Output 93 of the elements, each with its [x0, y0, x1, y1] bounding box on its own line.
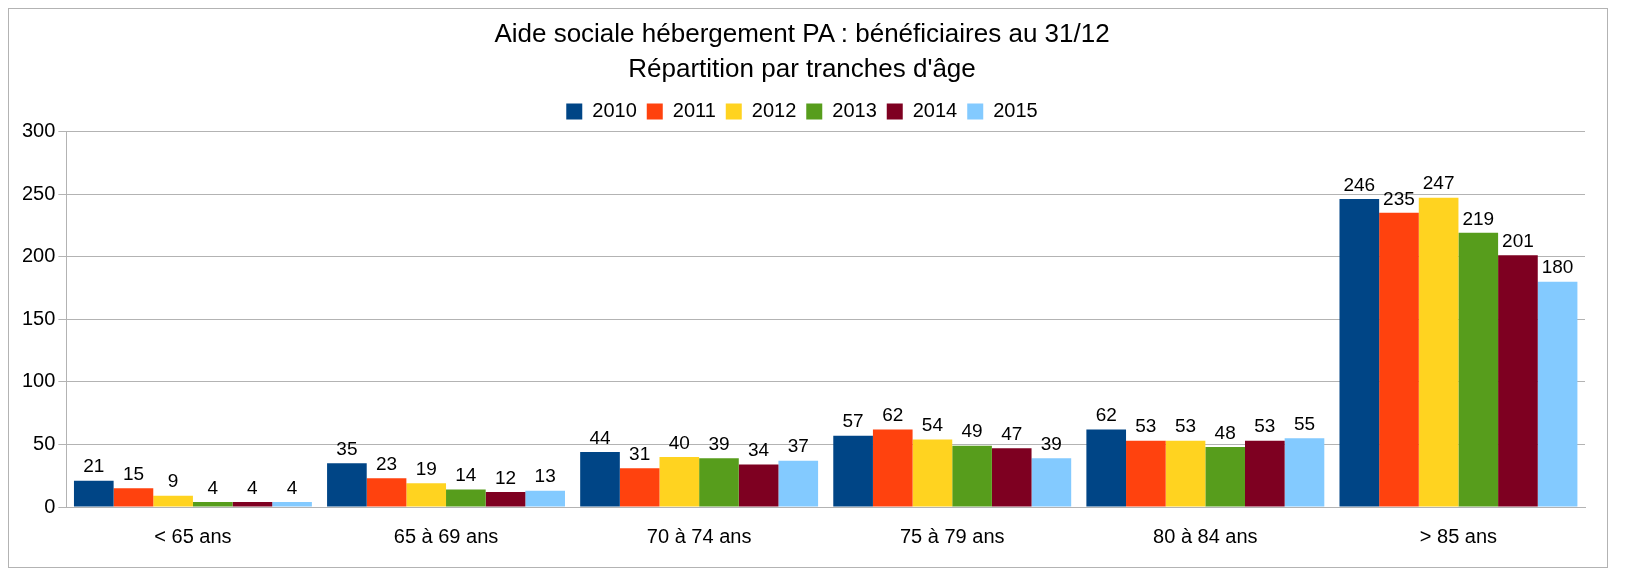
- x-tick-label: > 85 ans: [1419, 524, 1498, 547]
- bar: [912, 439, 953, 507]
- data-label: 37: [787, 435, 809, 457]
- data-label: 47: [1001, 422, 1023, 444]
- data-label: 53: [1254, 415, 1276, 437]
- bar: [153, 495, 193, 507]
- chart-title: Aide sociale hébergement PA : bénéficiaires au 31/12: [494, 17, 1110, 48]
- bar: [1205, 446, 1245, 507]
- bar: [991, 448, 1032, 507]
- data-label: 180: [1541, 256, 1574, 278]
- data-label: 39: [708, 432, 730, 454]
- y-tick-label: 200: [21, 244, 56, 267]
- bar: [1498, 255, 1538, 507]
- x-tick-label: < 65 ans: [154, 524, 232, 547]
- data-label: 35: [336, 437, 358, 459]
- y-tick-label: 150: [21, 306, 56, 329]
- bar: [1458, 232, 1499, 507]
- bar: [73, 480, 114, 507]
- y-tick-label: 250: [21, 181, 56, 204]
- data-label: 44: [589, 426, 611, 448]
- data-label: 53: [1135, 415, 1157, 437]
- legend-label: 2012: [751, 98, 797, 121]
- bar: [833, 435, 873, 507]
- data-label: 219: [1462, 207, 1495, 229]
- bar: [1165, 440, 1206, 507]
- data-label: 4: [286, 476, 298, 498]
- data-label: 62: [882, 404, 904, 426]
- bar: [446, 489, 486, 507]
- data-label: 4: [207, 476, 219, 498]
- bar: [738, 464, 779, 507]
- data-label: 246: [1343, 173, 1376, 195]
- data-label: 19: [415, 457, 437, 479]
- bar: [232, 501, 273, 507]
- chart-subtitle: Répartition par tranches d'âge: [628, 52, 976, 83]
- data-label: 13: [534, 465, 556, 487]
- x-tick-label: 75 à 79 ans: [899, 524, 1005, 547]
- data-label: 39: [1040, 432, 1062, 454]
- data-label: 23: [375, 452, 398, 474]
- data-label: 247: [1422, 172, 1455, 194]
- bar: [1126, 440, 1166, 507]
- bar: [619, 468, 660, 507]
- y-tick-label: 0: [44, 494, 56, 517]
- data-label: 21: [83, 455, 105, 477]
- bar: [272, 501, 312, 507]
- data-label: 53: [1174, 415, 1197, 437]
- bar: [366, 478, 407, 507]
- bar: [113, 488, 154, 507]
- y-tick-label: 50: [33, 431, 56, 454]
- data-label: 34: [748, 439, 770, 461]
- bar: [1339, 199, 1380, 507]
- bar: [659, 456, 700, 507]
- y-tick-label: 100: [21, 369, 56, 392]
- bar: [580, 451, 620, 507]
- bar: [192, 501, 233, 507]
- bar: [1537, 281, 1578, 507]
- bar: [872, 429, 913, 507]
- bar: [1086, 429, 1127, 507]
- bar: [485, 491, 526, 507]
- data-label: 235: [1383, 187, 1415, 209]
- data-label: 14: [455, 464, 477, 486]
- y-tick-label: 300: [21, 118, 56, 141]
- x-tick-label: 65 à 69 ans: [393, 524, 499, 547]
- legend-label: 2013: [832, 98, 877, 121]
- legend-label: 2010: [592, 98, 637, 121]
- data-label: 12: [494, 466, 517, 488]
- bar: [406, 483, 447, 507]
- data-label: 57: [842, 410, 864, 432]
- bar: [1244, 440, 1285, 507]
- data-label: 62: [1095, 404, 1117, 426]
- bar: [699, 458, 739, 507]
- data-label: 31: [629, 442, 651, 464]
- legend-label: 2015: [993, 98, 1038, 121]
- bar: [1418, 197, 1459, 507]
- legend-label: 2014: [912, 98, 958, 121]
- data-label: 48: [1214, 421, 1236, 443]
- bar: [1031, 458, 1072, 507]
- data-label: 55: [1293, 412, 1316, 434]
- data-label: 15: [122, 462, 145, 484]
- bar: [327, 463, 367, 507]
- x-tick-label: 80 à 84 ans: [1153, 524, 1258, 547]
- data-label: 49: [961, 420, 983, 442]
- bar: [952, 445, 992, 507]
- data-label: 4: [247, 476, 259, 498]
- bar: [525, 490, 565, 507]
- data-label: 54: [921, 414, 944, 436]
- bar: [778, 460, 819, 507]
- x-tick-label: 70 à 74 ans: [646, 524, 752, 547]
- data-label: 9: [167, 470, 179, 492]
- bar: [1379, 212, 1419, 507]
- legend-label: 2011: [672, 98, 716, 121]
- data-label: 40: [668, 431, 690, 453]
- data-label: 201: [1502, 230, 1534, 252]
- bar: [1284, 438, 1325, 507]
